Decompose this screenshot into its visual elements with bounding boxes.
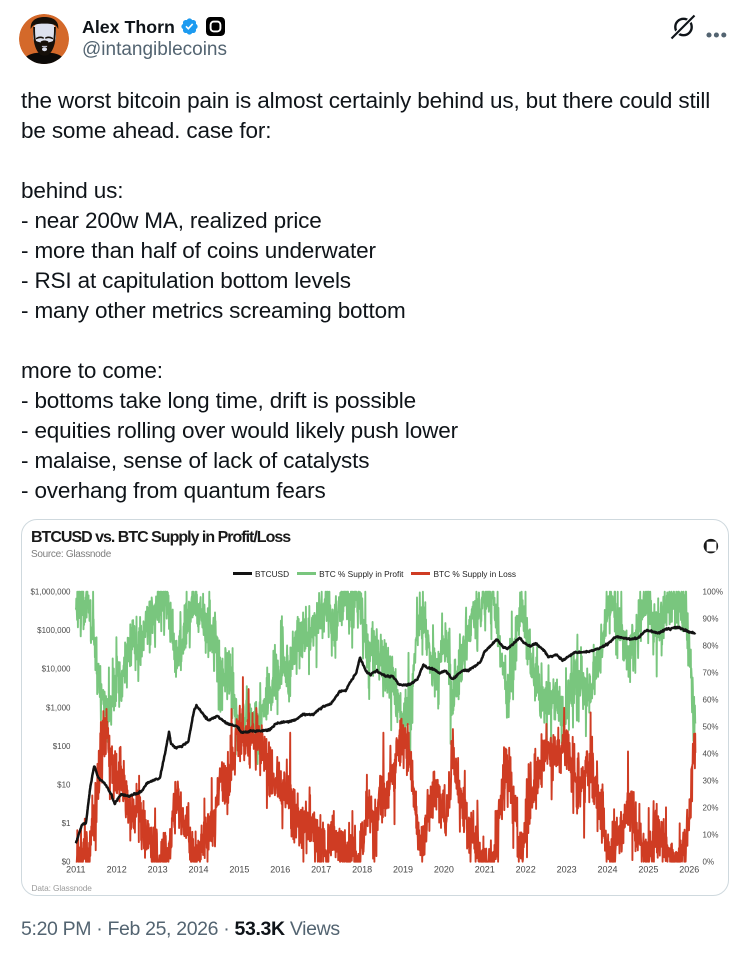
svg-text:2015: 2015: [229, 865, 249, 875]
svg-text:2012: 2012: [107, 865, 127, 875]
svg-text:$10,000: $10,000: [42, 665, 71, 674]
svg-text:2014: 2014: [188, 865, 208, 875]
svg-text:$0: $0: [62, 858, 71, 867]
svg-text:0%: 0%: [703, 858, 715, 867]
svg-text:100%: 100%: [703, 588, 723, 597]
svg-text:2011: 2011: [66, 865, 85, 875]
svg-text:2024: 2024: [597, 865, 617, 875]
svg-text:2013: 2013: [148, 865, 168, 875]
svg-text:10%: 10%: [703, 831, 719, 840]
svg-text:2022: 2022: [516, 865, 536, 875]
svg-text:2017: 2017: [311, 865, 331, 875]
svg-text:$10: $10: [57, 781, 71, 790]
svg-text:2016: 2016: [270, 865, 290, 875]
svg-text:90%: 90%: [703, 615, 719, 624]
svg-text:2021: 2021: [475, 865, 495, 875]
svg-text:$1: $1: [62, 819, 71, 828]
svg-text:30%: 30%: [703, 777, 719, 786]
svg-text:2020: 2020: [434, 865, 454, 875]
svg-text:2026: 2026: [679, 865, 699, 875]
svg-text:$100,000: $100,000: [37, 626, 71, 635]
svg-text:20%: 20%: [703, 804, 719, 813]
svg-text:2025: 2025: [638, 865, 658, 875]
svg-text:2018: 2018: [352, 865, 372, 875]
svg-text:2023: 2023: [557, 865, 577, 875]
svg-text:$1,000: $1,000: [46, 703, 71, 712]
svg-text:70%: 70%: [703, 669, 719, 678]
svg-text:80%: 80%: [703, 642, 719, 651]
svg-text:40%: 40%: [703, 750, 719, 759]
svg-text:60%: 60%: [703, 696, 719, 705]
svg-text:2019: 2019: [393, 865, 413, 875]
svg-text:$1,000,000: $1,000,000: [30, 588, 71, 597]
svg-text:50%: 50%: [703, 723, 719, 732]
svg-text:$100: $100: [53, 742, 71, 751]
